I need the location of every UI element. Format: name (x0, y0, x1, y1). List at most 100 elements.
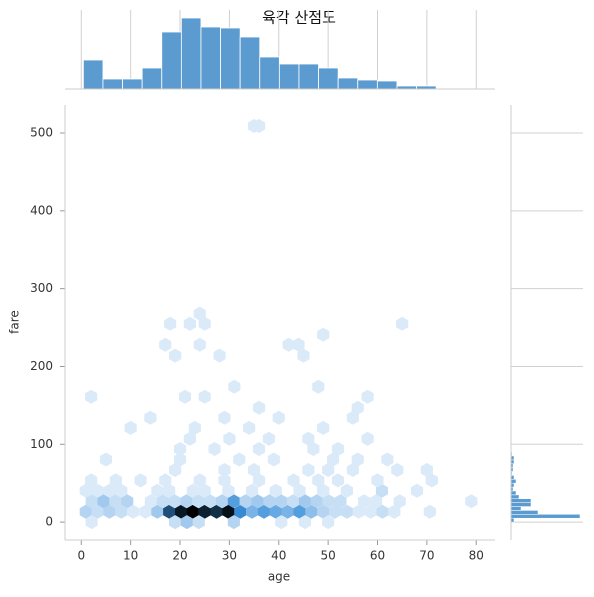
hex-cell (91, 504, 104, 519)
hex-cell (218, 473, 231, 488)
hex-cell (420, 463, 433, 477)
hex-cell (204, 494, 217, 509)
hex-cell (246, 483, 259, 498)
hex-cell (287, 473, 300, 488)
histogram-bar (141, 67, 163, 90)
hex-cell (228, 379, 241, 394)
histogram-bar (357, 79, 378, 90)
x-tick-label: 70 (419, 549, 434, 563)
hex-cell (334, 494, 347, 509)
hex-cell (188, 420, 201, 435)
hex-cell (275, 494, 288, 509)
hex-cell (361, 389, 374, 404)
hex-cell (144, 410, 157, 425)
hex-cell (186, 504, 199, 519)
hex-cell (267, 452, 280, 467)
hex-cell (297, 348, 310, 363)
hex-cell (222, 504, 235, 519)
hex-cell (410, 483, 424, 498)
hex-cell (322, 494, 335, 509)
hex-cell (340, 504, 353, 519)
histogram-bar (510, 506, 522, 511)
hex-cell (97, 494, 110, 509)
hex-cell (351, 452, 364, 467)
histogram-bar (510, 479, 517, 484)
x-axis-label: age (268, 570, 290, 584)
hex-cell (215, 494, 229, 509)
hex-cell (85, 515, 98, 530)
hex-cell (310, 494, 323, 509)
hex-cell (248, 463, 261, 477)
hex-cell (222, 483, 235, 498)
histogram-bar (318, 67, 339, 90)
hex-cell (164, 316, 177, 331)
hex-cell (253, 119, 266, 133)
x-tick-label: 60 (370, 549, 385, 563)
hex-cell (174, 452, 187, 467)
hex-cell (243, 420, 256, 435)
hex-cell (346, 410, 359, 425)
hex-cell (269, 483, 282, 498)
hex-cell (391, 463, 404, 477)
x-tick-label: 0 (77, 549, 85, 563)
hex-cell (151, 483, 164, 498)
hex-cell (322, 463, 335, 477)
hex-cell (298, 515, 311, 530)
hex-cell (396, 316, 409, 331)
hex-cell (329, 504, 342, 519)
hex-cell (381, 452, 394, 467)
hex-cell (246, 504, 259, 519)
hex-cell (178, 389, 191, 404)
hex-cell (169, 463, 182, 477)
hex-cell (287, 494, 300, 509)
histogram-bar (337, 77, 359, 90)
hex-cell (282, 337, 295, 352)
hex-cell (361, 431, 374, 446)
y-tick-label: 500 (30, 126, 53, 140)
hex-cell (257, 504, 270, 519)
hex-cell (375, 483, 388, 498)
hex-cell (127, 504, 140, 519)
hex-cell (317, 483, 330, 498)
histogram-bar (82, 59, 104, 90)
hex-cell (85, 473, 98, 488)
hex-cell (134, 473, 147, 488)
hex-cell (198, 389, 211, 404)
hex-cell (183, 316, 196, 331)
hex-cell (115, 504, 128, 519)
hex-cell (163, 504, 176, 519)
hex-cell (312, 473, 325, 488)
hex-cell (218, 410, 231, 425)
hex-cell (103, 483, 116, 498)
hex-cell (292, 337, 305, 352)
y-tick-label: 400 (30, 203, 53, 217)
y-tick-label: 100 (30, 437, 53, 451)
hex-cell (331, 473, 345, 488)
hex-cell (340, 483, 353, 498)
hex-cell (180, 515, 193, 530)
histogram-bar (510, 498, 532, 503)
hex-cell (263, 494, 276, 509)
hex-cell (234, 504, 247, 519)
hex-cell (156, 494, 169, 509)
histogram-bar (278, 63, 300, 90)
hex-cell (322, 515, 335, 530)
hex-cell (262, 431, 275, 446)
y-tick-label: 300 (30, 281, 53, 295)
hex-cell (293, 483, 306, 498)
histogram-bar (161, 31, 182, 90)
hex-cell (346, 463, 359, 477)
histogram-bar (122, 78, 143, 90)
histogram-bar (200, 26, 221, 90)
y-axis-label: fare (8, 310, 22, 334)
histogram-bar (239, 36, 261, 90)
histogram-bar (102, 78, 123, 90)
histogram-bar (298, 63, 319, 90)
hex-cell (388, 504, 401, 519)
hex-cell (298, 494, 311, 509)
hex-cell (223, 431, 236, 446)
hex-cell (192, 494, 205, 509)
hex-cell (371, 473, 384, 488)
